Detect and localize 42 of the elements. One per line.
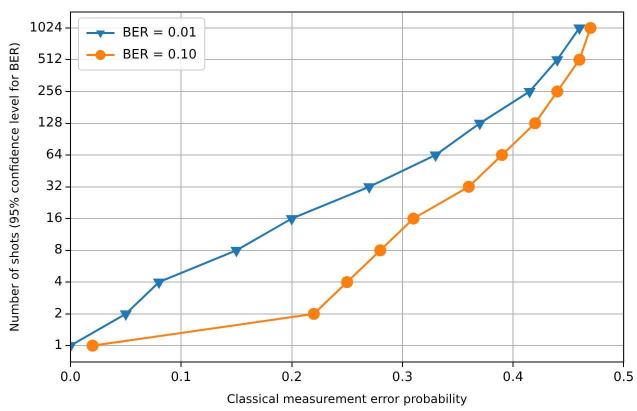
point [552,56,563,66]
y-tick-label: 2 [54,306,62,322]
x-tick-label: 0.1 [170,370,192,386]
point [341,276,354,288]
x-tick-label: 0.0 [60,370,81,386]
legend-label: BER = 0.01 [122,25,197,40]
legend-label: BER = 0.10 [122,47,197,62]
y-tick-label: 1024 [29,20,62,36]
y-tick-label: 128 [38,116,62,131]
y-axis-title: Number of shots (95% confidence level for BER) [7,42,22,332]
point [573,54,586,66]
point [120,310,132,320]
y-tick-label: 512 [38,52,62,68]
y-tick-label: 4 [54,274,62,290]
y-tick-label: 256 [38,84,62,99]
point [154,278,164,288]
x-axis-title: Classical measurement error probability [226,392,468,406]
point [430,152,441,162]
y-tick-label: 16 [46,210,62,226]
y-tick-label: 8 [54,242,62,258]
x-tick-label: 0.2 [281,370,302,386]
x-tick-label: 0.3 [392,370,413,386]
y-tick-label: 64 [46,147,62,162]
point [574,24,585,34]
point [474,120,486,130]
point [231,246,242,256]
point [86,340,99,352]
point [524,88,535,98]
point [551,85,564,98]
x-tick-label: 0.4 [502,370,524,386]
point [584,22,596,34]
point [496,149,508,162]
y-tick-label: 32 [46,179,62,194]
y-tick-label: 1 [54,338,62,354]
point [364,183,375,193]
point [374,244,386,256]
x-tick-label: 0.5 [613,370,634,386]
point [462,180,475,193]
point [286,215,298,225]
point [529,117,542,130]
point [308,308,320,320]
point [407,212,420,225]
